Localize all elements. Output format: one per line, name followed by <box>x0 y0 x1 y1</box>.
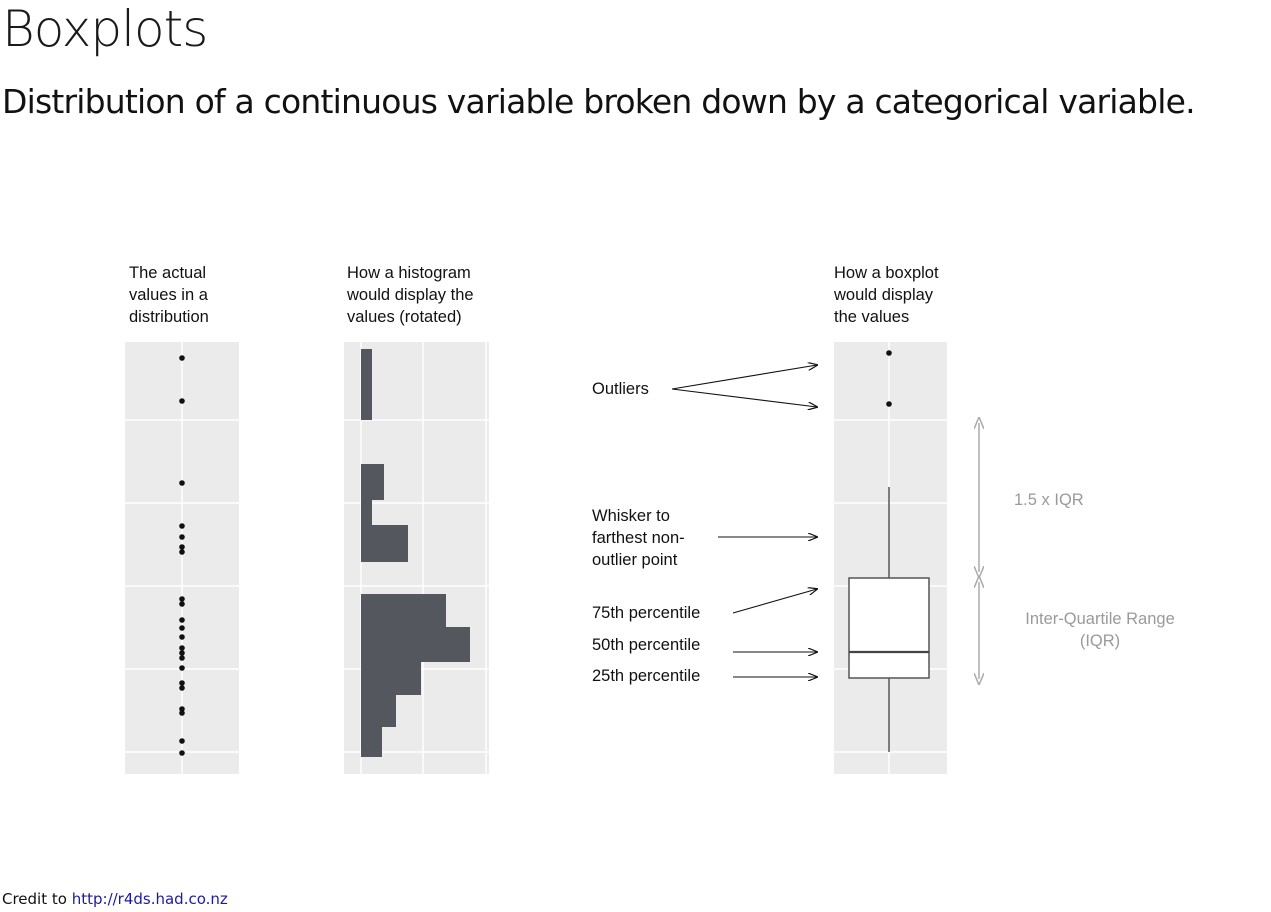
iqr-label: Inter-Quartile Range (IQR) <box>1012 608 1188 652</box>
histogram-bar <box>361 464 384 500</box>
value-dot <box>179 544 185 550</box>
slide-title: Boxplots <box>2 0 208 58</box>
slide-subtitle: Distribution of a continuous variable br… <box>2 82 1196 121</box>
histogram-bar <box>361 349 372 420</box>
value-dot <box>179 706 185 712</box>
credit-link[interactable]: http://r4ds.had.co.nz <box>71 890 228 908</box>
boxplot-panel <box>834 342 947 774</box>
values-column-heading: The actual values in a distribution <box>129 262 209 328</box>
value-dot <box>179 665 185 671</box>
whisker-label-line: Whisker to <box>592 507 670 525</box>
value-dot <box>179 596 185 602</box>
value-dot <box>179 549 185 555</box>
histogram-bar <box>361 695 396 727</box>
value-dot <box>179 625 185 631</box>
boxplot-heading-line: How a boxplot <box>834 264 939 282</box>
value-dot <box>179 398 185 404</box>
outlier-arrow-upper <box>671 365 817 390</box>
values-heading-line: values in a <box>129 286 208 304</box>
iqr-box <box>848 577 930 679</box>
value-dot <box>179 355 185 361</box>
value-dot <box>179 645 185 651</box>
outlier-point <box>886 350 892 356</box>
histogram-bar <box>361 727 382 757</box>
credit-line: Credit to http://r4ds.had.co.nz <box>2 890 228 908</box>
histogram-bar <box>361 594 446 627</box>
value-dot <box>179 523 185 529</box>
p75-label: 75th percentile <box>592 604 701 622</box>
histogram-bar <box>361 500 372 525</box>
value-dot <box>179 710 185 716</box>
outlier-point <box>886 401 892 407</box>
value-dot <box>179 738 185 744</box>
boxplot-heading-line: would display <box>834 286 934 304</box>
boxplot-column-heading: How a boxplot would display the values <box>834 262 939 328</box>
outliers-label: Outliers <box>592 380 649 398</box>
value-dot <box>179 655 185 661</box>
values-heading-line: The actual <box>129 264 207 282</box>
histogram-panel <box>344 342 489 774</box>
value-dot <box>179 480 185 486</box>
values-heading-line: distribution <box>129 308 209 326</box>
p50-label: 50th percentile <box>592 636 701 654</box>
value-dot <box>179 680 185 686</box>
histogram-bar <box>361 627 470 662</box>
range-15iqr-label: 1.5 x IQR <box>1014 491 1084 509</box>
whisker-label-line: outlier point <box>592 551 678 569</box>
value-dot <box>179 750 185 756</box>
histogram-bar <box>361 662 421 695</box>
value-dot <box>179 617 185 623</box>
histogram-column-heading: How a histogram would display the values… <box>347 262 474 328</box>
p25-label: 25th percentile <box>592 667 701 685</box>
boxplot-heading-line: the values <box>834 308 910 326</box>
p75-arrow <box>732 589 817 614</box>
outlier-arrow-lower <box>671 388 817 407</box>
histogram-heading-line: would display the <box>347 286 474 304</box>
boxplot-panel-background <box>834 342 947 774</box>
iqr-label-line: Inter-Quartile Range <box>1025 610 1175 628</box>
histogram-bar <box>361 525 408 562</box>
value-dot <box>179 685 185 691</box>
value-dot <box>179 534 185 540</box>
credit-prefix: Credit to <box>2 890 67 908</box>
histogram-heading-line: values (rotated) <box>347 308 462 326</box>
value-dot <box>179 601 185 607</box>
histogram-heading-line: How a histogram <box>347 264 471 282</box>
value-dot <box>179 634 185 640</box>
whisker-label: Whisker to farthest non- outlier point <box>592 505 685 571</box>
whisker-label-line: farthest non- <box>592 529 685 547</box>
values-panel <box>125 342 239 774</box>
iqr-label-line: (IQR) <box>1079 632 1121 650</box>
value-dot <box>179 650 185 656</box>
